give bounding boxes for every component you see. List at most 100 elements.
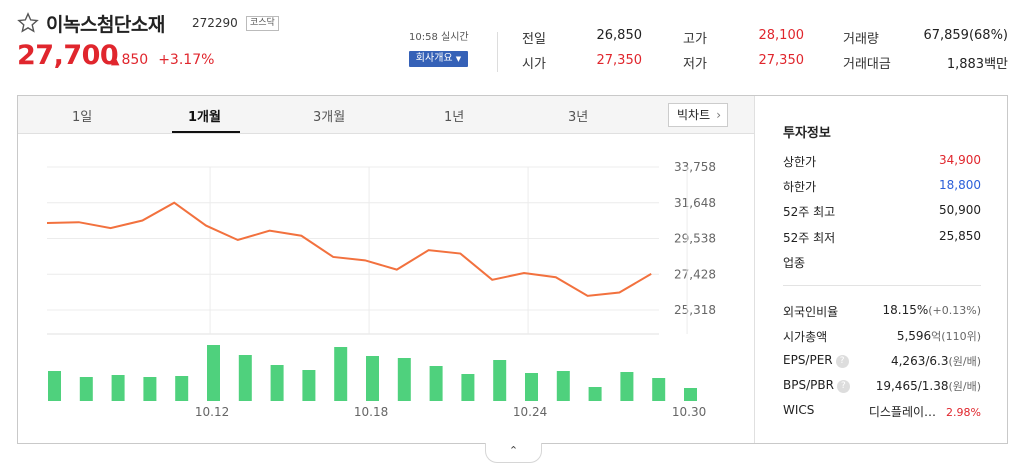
metric-label: WICS <box>783 403 815 417</box>
volume-bar <box>143 377 157 401</box>
quote-label-amount: 거래대금 <box>843 57 891 72</box>
metric-row: 시가총액 5,596억(110위) <box>783 328 981 345</box>
tab-1month[interactable]: 1개월 <box>188 110 221 125</box>
metric-label: EPS/PER <box>783 353 833 367</box>
investment-info-panel: 투자정보 상한가 34,900 하한가 18,800 52주 최고 50,900 52주 최… <box>754 96 1007 443</box>
info-row: 업종 <box>783 254 981 271</box>
current-price: 27,700 <box>17 40 119 71</box>
volume-bar <box>270 365 284 401</box>
active-tab-indicator <box>172 131 240 133</box>
tab-1day[interactable]: 1일 <box>72 110 93 125</box>
stock-header: 이녹스첨단소재 272290 코스닥 27,700 ▲ 850 +3.17% 10:… <box>0 0 1029 85</box>
quote-value-low: 27,350 <box>758 53 805 68</box>
metric-value-group: 4,263/6.3(원/배) <box>891 353 981 369</box>
volume-bar <box>79 377 93 401</box>
volume-bar <box>684 388 697 401</box>
volume-bar <box>461 374 475 401</box>
x-tick-label: 10.30 <box>672 405 706 419</box>
info-row: 52주 최저 25,850 <box>783 229 981 246</box>
metric-value-group: 19,465/1.38(원/배) <box>876 378 981 394</box>
metric-sub: 2.98% <box>946 406 981 419</box>
info-row: 52주 최고 50,900 <box>783 203 981 220</box>
metric-sub: 억(110위) <box>931 330 981 343</box>
info-row-label: 하한가 <box>783 180 817 194</box>
volume-bar <box>334 347 348 401</box>
quote-value-volume: 67,859(68%) <box>923 28 1008 43</box>
info-row: 상한가 34,900 <box>783 153 981 170</box>
metric-value-group: 디스플레이… 2.98% <box>869 403 981 420</box>
volume-bar <box>111 375 125 401</box>
stock-name: 이녹스첨단소재 <box>46 14 165 36</box>
y-tick-label: 25,318 <box>674 303 716 317</box>
caret-down-icon: ▼ <box>455 55 462 63</box>
market-badge: 코스닥 <box>246 16 279 31</box>
metric-value-group: 18.15%(+0.13%) <box>882 303 981 317</box>
volume-bar <box>429 366 443 401</box>
chart-panel: 1일 1개월 3개월 1년 3년 빅차트 › 33,758 31,648 29,538… <box>17 95 1008 444</box>
metric-row: BPS/PBR? 19,465/1.38(원/배) <box>783 378 981 393</box>
quote-value-amount: 1,883백만 <box>946 57 1008 72</box>
big-chart-label: 빅차트 <box>677 108 711 122</box>
info-row: 하한가 18,800 <box>783 178 981 195</box>
metric-value: 18.15% <box>882 303 929 317</box>
metric-value: 디스플레이… <box>868 405 937 419</box>
metric-value: 19,465/1.38 <box>875 379 949 393</box>
x-tick-label: 10.18 <box>354 405 388 419</box>
volume-bar <box>652 378 666 401</box>
period-tabs: 1일 1개월 3개월 1년 3년 빅차트 › <box>18 96 754 134</box>
metric-label: 시가총액 <box>783 330 828 344</box>
volume-bar <box>588 387 602 401</box>
chevron-up-icon: ⌃ <box>508 444 519 457</box>
divider <box>497 32 498 72</box>
collapse-toggle[interactable]: ⌃ <box>485 443 542 463</box>
metric-value-group: 5,596억(110위) <box>897 328 981 344</box>
y-tick-label: 31,648 <box>674 196 716 210</box>
up-triangle-icon: ▲ <box>111 54 120 67</box>
info-row-label: 업종 <box>783 256 806 270</box>
metric-sub: (원/배) <box>948 380 981 393</box>
change-percent: +3.17% <box>158 52 215 68</box>
help-icon[interactable]: ? <box>835 355 849 368</box>
quote-value-prev: 26,850 <box>596 28 643 43</box>
star-icon[interactable] <box>17 12 39 34</box>
stock-code: 272290 <box>192 16 238 30</box>
info-row-value: 34,900 <box>939 153 981 167</box>
tab-3month[interactable]: 3개월 <box>313 110 346 125</box>
divider <box>783 285 981 286</box>
help-icon[interactable]: ? <box>836 380 850 393</box>
big-chart-button[interactable]: 빅차트 › <box>668 103 728 127</box>
volume-bar <box>207 345 220 401</box>
y-tick-label: 33,758 <box>674 160 716 174</box>
y-tick-label: 27,428 <box>674 267 716 281</box>
tab-3year[interactable]: 3년 <box>568 110 589 125</box>
tab-1year[interactable]: 1년 <box>444 110 465 125</box>
volume-bar <box>238 355 252 401</box>
metric-sub: (원/배) <box>948 355 981 368</box>
company-overview-button[interactable]: 회사개요 ▼ <box>409 51 468 67</box>
metric-label: 외국인비율 <box>783 305 839 319</box>
quote-value-open: 27,350 <box>596 53 643 68</box>
volume-bar <box>620 372 634 401</box>
metric-value: 5,596 <box>896 329 932 343</box>
quote-value-high: 28,100 <box>758 28 805 43</box>
metric-row: WICS 디스플레이… 2.98% <box>783 403 981 420</box>
volume-bar <box>525 373 538 401</box>
price-change: ▲ 850 +3.17% <box>111 52 214 68</box>
metric-label: BPS/PBR <box>783 378 834 392</box>
quote-label-high: 고가 <box>683 32 707 47</box>
volume-bar <box>175 376 189 401</box>
volume-bar <box>302 370 316 401</box>
info-row-value: 25,850 <box>939 229 981 243</box>
metric-sub: (+0.13%) <box>928 304 981 317</box>
quote-label-volume: 거래량 <box>843 32 879 47</box>
metric-row: 외국인비율 18.15%(+0.13%) <box>783 303 981 320</box>
realtime-label: 10:58 실시간 <box>409 32 469 43</box>
quote-label-open: 시가 <box>522 57 546 72</box>
metric-value: 4,263/6.3 <box>890 354 949 368</box>
volume-bar <box>397 358 411 401</box>
chevron-right-icon: › <box>716 108 721 122</box>
info-row-value: 50,900 <box>939 203 981 217</box>
company-overview-label: 회사개요 <box>415 53 453 64</box>
info-row-value: 18,800 <box>939 178 981 192</box>
info-row-label: 상한가 <box>783 155 817 169</box>
